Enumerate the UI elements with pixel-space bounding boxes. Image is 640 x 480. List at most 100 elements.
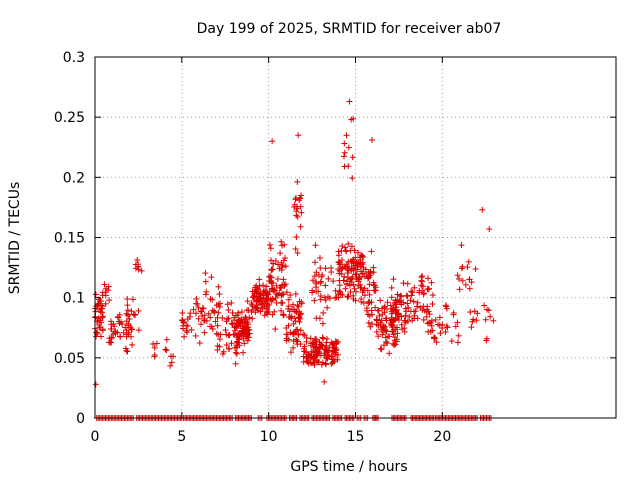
data-point <box>296 197 303 204</box>
data-point <box>151 344 158 351</box>
data-point <box>295 331 302 338</box>
data-point <box>408 288 415 295</box>
data-point <box>313 345 320 352</box>
data-point <box>335 252 342 259</box>
data-point <box>382 327 389 334</box>
data-point <box>123 347 130 354</box>
data-point <box>285 303 292 310</box>
data-point <box>294 341 301 348</box>
data-point <box>250 293 257 300</box>
data-point <box>328 360 335 367</box>
data-point <box>282 281 289 288</box>
data-point <box>394 330 401 337</box>
y-tick-label: 0.05 <box>54 351 85 367</box>
x-tick-label: 5 <box>177 429 186 445</box>
data-point <box>371 282 378 289</box>
data-point <box>454 339 461 346</box>
data-point <box>211 308 218 315</box>
data-point <box>473 317 480 324</box>
data-point <box>213 302 220 309</box>
data-point <box>170 353 177 360</box>
data-point <box>465 258 472 265</box>
data-point <box>315 348 322 355</box>
data-point <box>364 287 371 294</box>
data-point <box>321 378 328 385</box>
data-point <box>348 116 355 123</box>
data-point <box>322 265 329 272</box>
data-point <box>329 340 336 347</box>
data-point <box>280 257 287 264</box>
data-point <box>294 213 301 220</box>
data-point <box>95 301 102 308</box>
data-point <box>262 287 269 294</box>
data-point <box>288 306 295 313</box>
data-point <box>265 273 272 280</box>
data-point <box>316 345 323 352</box>
data-point <box>282 263 289 270</box>
data-point <box>405 304 412 311</box>
data-point <box>353 271 360 278</box>
data-point <box>242 319 249 326</box>
data-point <box>238 309 245 316</box>
data-point <box>381 309 388 316</box>
data-point <box>325 275 332 282</box>
data-point <box>268 285 275 292</box>
data-point <box>134 256 141 263</box>
data-point <box>464 264 471 271</box>
data-point <box>376 312 383 319</box>
data-point <box>279 300 286 307</box>
data-point <box>339 243 346 250</box>
data-point <box>437 330 444 337</box>
data-point <box>187 310 194 317</box>
data-point <box>428 279 435 286</box>
data-point <box>298 209 305 216</box>
data-point <box>443 323 450 330</box>
data-point <box>349 273 356 280</box>
data-point <box>458 265 465 272</box>
data-point <box>280 291 287 298</box>
data-point <box>232 323 239 330</box>
data-point <box>271 308 278 315</box>
data-point <box>232 344 239 351</box>
data-point <box>266 301 273 308</box>
data-point <box>216 291 223 298</box>
data-point <box>335 294 342 301</box>
data-point <box>244 330 251 337</box>
data-point <box>116 320 123 327</box>
data-point <box>108 334 115 341</box>
data-point <box>97 308 104 315</box>
data-point <box>280 312 287 319</box>
data-point <box>337 288 344 295</box>
data-point <box>454 272 461 279</box>
data-point <box>313 336 320 343</box>
data-point <box>389 324 396 331</box>
data-point <box>116 311 123 318</box>
data-point <box>414 299 421 306</box>
data-point <box>197 321 204 328</box>
data-point <box>192 332 199 339</box>
data-point <box>366 272 373 279</box>
data-point <box>223 341 230 348</box>
data-point <box>225 306 232 313</box>
data-point <box>217 331 224 338</box>
data-point <box>313 352 320 359</box>
data-point <box>433 339 440 346</box>
y-tick-label: 0.1 <box>63 291 85 307</box>
data-point <box>256 291 263 298</box>
data-point <box>125 312 132 319</box>
data-point <box>257 301 264 308</box>
data-point <box>332 295 339 302</box>
data-point <box>330 278 337 285</box>
data-point <box>328 339 335 346</box>
data-point <box>375 333 382 340</box>
data-point <box>365 273 372 280</box>
data-point <box>232 312 239 319</box>
x-tick-label: 15 <box>347 429 365 445</box>
data-point <box>181 333 188 340</box>
data-point <box>278 307 285 314</box>
data-point <box>265 291 272 298</box>
data-point <box>352 297 359 304</box>
data-point <box>356 274 363 281</box>
data-point <box>425 308 432 315</box>
data-point <box>391 342 398 349</box>
